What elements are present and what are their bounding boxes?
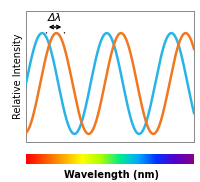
Text: Δλ: Δλ (48, 13, 62, 23)
Text: Wavelength (nm): Wavelength (nm) (64, 170, 158, 180)
Y-axis label: Relative Intensity: Relative Intensity (13, 34, 23, 119)
